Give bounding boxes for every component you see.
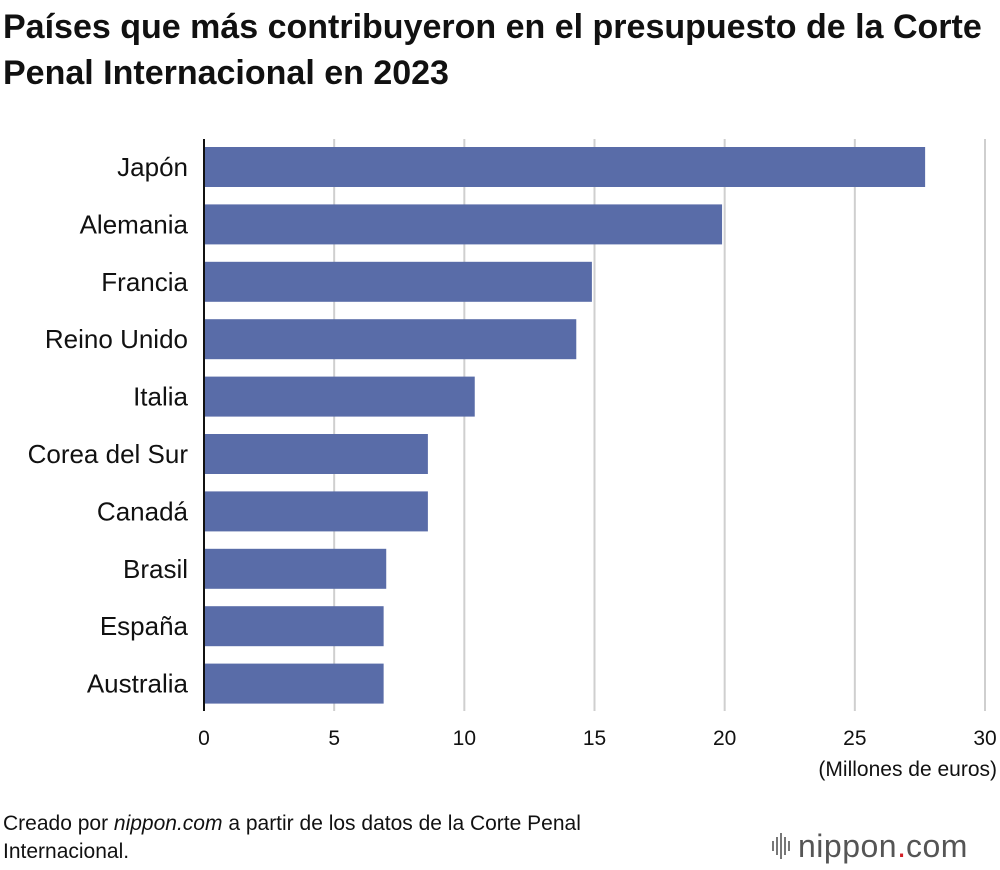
bar — [204, 319, 577, 360]
bar — [204, 147, 926, 187]
bar — [204, 663, 384, 704]
source-note: Creado por nippon.com a partir de los da… — [3, 810, 683, 866]
bar — [204, 261, 592, 302]
bars — [204, 147, 926, 704]
source-prefix: Creado por — [3, 812, 114, 835]
x-tick-label: 15 — [583, 727, 606, 750]
bar — [204, 376, 475, 417]
bar-chart: Japón Alemania Francia Reino Unido Italia Cor… — [28, 139, 997, 781]
bar — [204, 204, 723, 245]
x-tick-label: 0 — [198, 727, 210, 750]
bar — [204, 434, 428, 474]
category-label: Italia — [133, 382, 188, 412]
x-tick-label: 20 — [713, 727, 736, 750]
bar — [204, 606, 384, 647]
category-label: Reino Unido — [45, 324, 188, 354]
category-labels: Japón Alemania Francia Reino Unido Italia Cor… — [28, 152, 189, 699]
x-tick-label: 10 — [453, 727, 476, 750]
category-label: Alemania — [80, 209, 189, 239]
logo-word: nippon — [798, 827, 898, 864]
x-tick-label: 25 — [843, 727, 866, 750]
logo-bars-icon — [772, 833, 790, 859]
logo-tld: com — [905, 827, 968, 864]
category-label: Japón — [117, 152, 188, 182]
source-site: nippon.com — [113, 812, 223, 835]
category-label: España — [100, 611, 189, 641]
bar — [204, 491, 428, 532]
nippon-logo: nippon. com — [772, 826, 968, 866]
logo-dot: . — [897, 827, 906, 864]
category-label: Francia — [101, 267, 188, 297]
category-label: Canadá — [97, 496, 189, 526]
category-label: Corea del Sur — [28, 439, 189, 469]
source-suffix: a partir de los datos de la Corte Penal … — [3, 812, 581, 863]
x-tick-labels: 0 5 10 15 20 25 30 — [198, 727, 997, 750]
x-tick-label: 5 — [328, 727, 340, 750]
x-tick-label: 30 — [973, 727, 996, 750]
bar — [204, 548, 387, 589]
x-axis-unit-label: (Millones de euros) — [818, 758, 997, 781]
category-label: Brasil — [123, 554, 188, 584]
category-label: Australia — [87, 669, 189, 699]
chart-title: Países que más contribuyeron en el presu… — [3, 8, 982, 92]
